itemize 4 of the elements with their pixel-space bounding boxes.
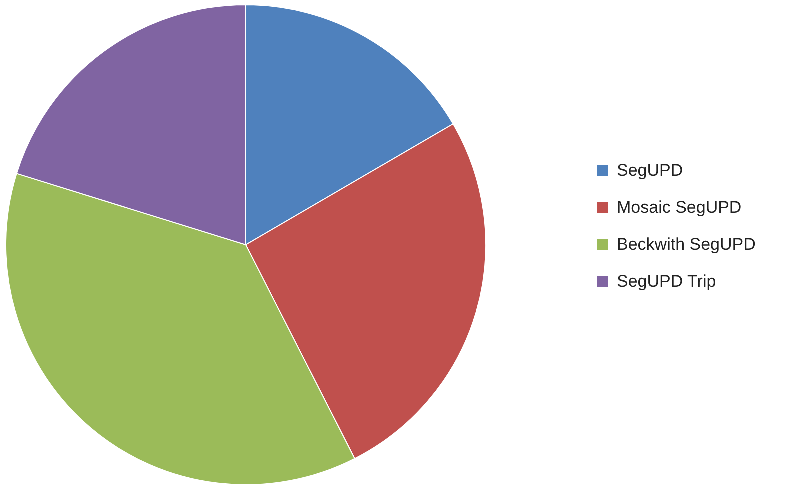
legend-label: SegUPD: [617, 160, 684, 180]
legend-label: SegUPD Trip: [617, 272, 716, 291]
legend-label: Mosaic SegUPD: [617, 198, 742, 217]
legend-label: Beckwith SegUPD: [617, 234, 756, 254]
